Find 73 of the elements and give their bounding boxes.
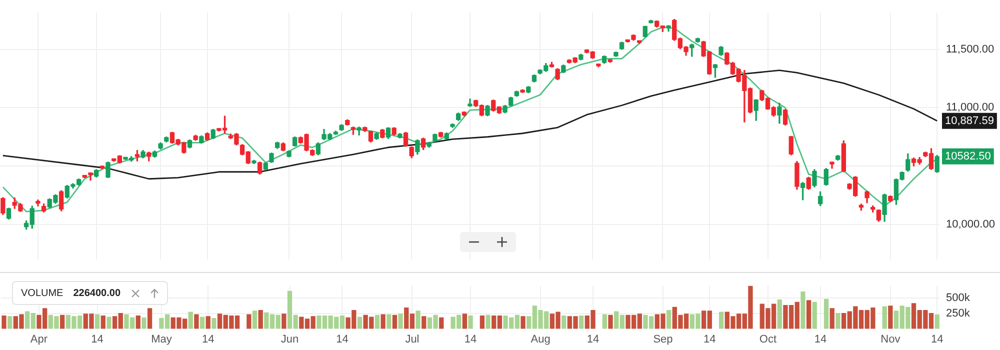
y-tick-label: 10,000.00 bbox=[946, 218, 995, 230]
bar bbox=[2, 316, 6, 329]
bar bbox=[468, 316, 473, 329]
y-tick-label: 11,500.00 bbox=[946, 43, 994, 56]
bar bbox=[416, 310, 420, 329]
bar bbox=[392, 314, 398, 329]
bar bbox=[480, 316, 485, 329]
x-tick-label: 14 bbox=[464, 333, 477, 346]
x-tick-label: Apr bbox=[30, 333, 48, 346]
x-tick-label: Aug bbox=[530, 333, 550, 346]
bar bbox=[136, 316, 140, 329]
bar bbox=[882, 306, 887, 329]
bar bbox=[836, 313, 840, 329]
bar bbox=[562, 316, 566, 329]
bar bbox=[608, 314, 613, 329]
annotation: 226400.00 bbox=[73, 288, 121, 298]
bar bbox=[520, 316, 526, 329]
bar bbox=[282, 314, 286, 329]
bar bbox=[812, 302, 817, 329]
bar bbox=[258, 310, 263, 329]
bar bbox=[934, 314, 940, 329]
x-tick-label: 14 bbox=[586, 333, 600, 346]
bar bbox=[188, 312, 193, 329]
bar bbox=[800, 291, 806, 329]
bar bbox=[380, 314, 386, 329]
bar bbox=[142, 317, 146, 329]
x-tick-label: Jul bbox=[405, 333, 420, 346]
bar bbox=[439, 317, 444, 329]
bar bbox=[60, 314, 65, 329]
bar bbox=[94, 314, 100, 329]
bar bbox=[194, 314, 199, 329]
bar bbox=[212, 318, 216, 329]
bar bbox=[246, 314, 252, 329]
y-tick-label: 250k bbox=[946, 307, 970, 320]
bar bbox=[374, 314, 380, 329]
bar bbox=[666, 310, 672, 329]
bar bbox=[602, 314, 608, 329]
bar bbox=[147, 308, 152, 329]
bar bbox=[386, 314, 392, 329]
bar bbox=[486, 314, 490, 329]
bar bbox=[100, 316, 106, 329]
bar bbox=[252, 310, 258, 329]
bar bbox=[200, 316, 205, 329]
x-tick-label: 14 bbox=[814, 333, 827, 346]
bar bbox=[106, 316, 112, 329]
bar bbox=[206, 316, 210, 329]
bar bbox=[8, 316, 12, 329]
bar bbox=[806, 300, 812, 329]
bar bbox=[422, 316, 426, 329]
bar bbox=[824, 298, 829, 329]
y-tick-label: 500k bbox=[946, 292, 970, 304]
bar bbox=[357, 316, 362, 329]
bar bbox=[398, 314, 403, 329]
x-tick-label: 14 bbox=[336, 333, 348, 346]
x-tick-label: 14 bbox=[704, 333, 716, 346]
bar bbox=[777, 299, 782, 329]
x-tick-label: Sep bbox=[653, 333, 673, 346]
x-tick-label: Oct bbox=[759, 333, 777, 346]
text: 10582.50 bbox=[945, 150, 991, 162]
bar bbox=[888, 306, 893, 329]
x-tick-label: Jun bbox=[280, 333, 299, 346]
x-tick-label: 14 bbox=[930, 333, 944, 346]
x-tick-label: May bbox=[151, 333, 172, 346]
chart-title: VOLUME bbox=[21, 288, 64, 298]
bar bbox=[579, 316, 584, 329]
bar bbox=[462, 314, 468, 329]
x-tick-label: Nov bbox=[880, 333, 901, 346]
x-tick-label: 14 bbox=[91, 333, 104, 346]
bar bbox=[830, 308, 834, 329]
bar bbox=[718, 312, 724, 329]
x-tick-label: 14 bbox=[202, 333, 214, 346]
data-label: 10,887.59 bbox=[945, 114, 994, 127]
y-tick-label: 11,000.00 bbox=[946, 102, 994, 114]
